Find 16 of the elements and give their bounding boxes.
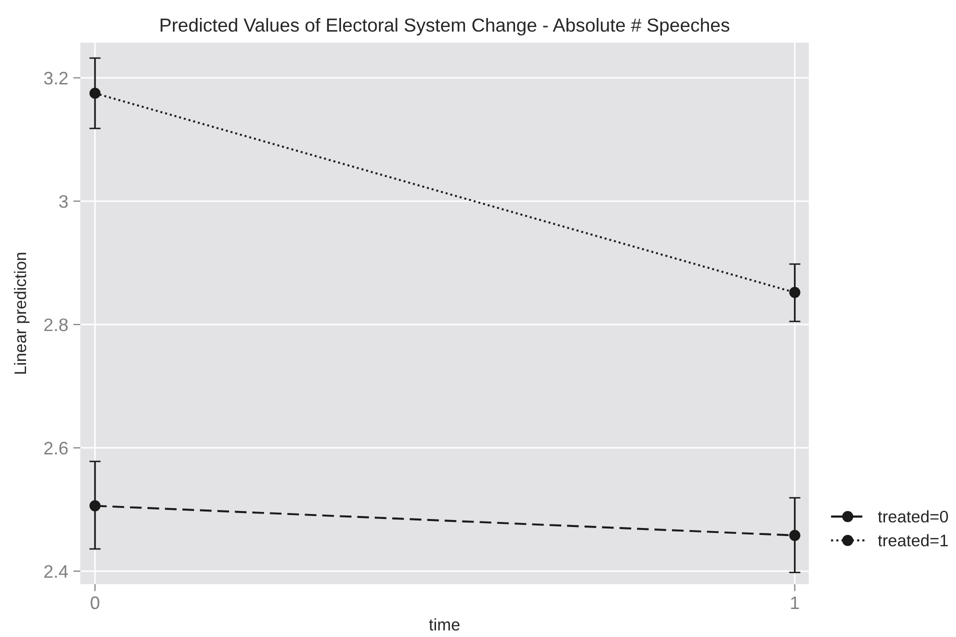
chart-title: Predicted Values of Electoral System Change - Absolute # Speeches [160,18,730,36]
point [89,88,101,99]
y-tick-label: 2.8 [44,318,68,332]
x-axis-title: time [429,618,460,631]
y-tick-label: 3.2 [44,72,68,85]
y-tick-label: 2.4 [44,565,68,578]
point [789,530,800,541]
x-tick-label: 0 [90,596,100,610]
point [789,286,800,298]
y-axis-title: Linear prediction [14,252,30,374]
legend-label: treated=1 [878,534,948,546]
legend-label: treated=0 [878,510,948,523]
x-tick-label: 1 [791,596,799,610]
point [89,500,101,512]
y-tick-label: 2.6 [44,442,68,455]
y-tick-label: 3 [59,195,68,208]
